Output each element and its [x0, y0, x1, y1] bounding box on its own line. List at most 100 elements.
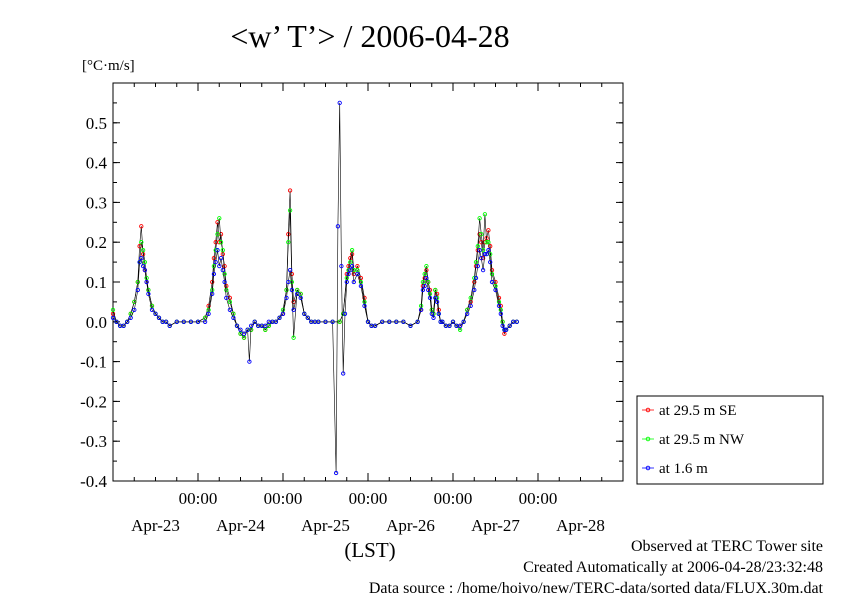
data-point — [489, 271, 495, 277]
data-point — [484, 251, 489, 257]
data-point — [486, 240, 491, 245]
data-point — [349, 263, 355, 269]
data-point — [436, 311, 441, 316]
plot-frame — [112, 82, 624, 482]
data-point — [344, 275, 349, 281]
data-point — [333, 470, 339, 476]
data-point — [316, 319, 321, 324]
data-point — [146, 291, 151, 297]
y-tick-label: -0.1 — [80, 353, 107, 372]
data-point — [222, 263, 227, 269]
data-point — [128, 315, 133, 320]
data-point — [295, 291, 300, 297]
x-tick-label: 00:00 — [349, 489, 388, 508]
data-point — [380, 319, 385, 324]
data-point — [450, 319, 456, 324]
data-point — [217, 216, 222, 221]
data-point — [280, 307, 286, 313]
y-tick-label: 0.5 — [86, 114, 107, 133]
data-point — [408, 323, 413, 328]
data-point — [140, 248, 146, 253]
data-point — [488, 244, 493, 249]
data-point — [252, 319, 257, 324]
data-point — [217, 263, 222, 269]
data-point — [427, 291, 433, 297]
data-point — [498, 311, 503, 316]
data-point — [132, 307, 137, 313]
data-point — [358, 279, 364, 285]
data-point — [434, 291, 440, 297]
data-point — [291, 307, 296, 313]
data-point — [424, 263, 429, 269]
data-point — [486, 248, 491, 253]
data-point — [342, 311, 348, 316]
data-point — [289, 287, 295, 293]
data-point — [137, 244, 142, 249]
legend-swatch-marker — [645, 436, 651, 442]
data-point — [137, 259, 142, 265]
data-point — [227, 307, 233, 313]
x-axis: 00:00 00:00 00:00 00:00 00:00 Apr-23 Apr-24 Apr… — [112, 83, 624, 535]
y-tick-label: -0.3 — [80, 432, 107, 451]
x-tick-label: 00:00 — [434, 489, 473, 508]
data-point — [355, 271, 360, 277]
data-point — [500, 323, 505, 328]
data-point — [362, 303, 367, 309]
data-point — [387, 319, 392, 324]
data-point — [139, 224, 144, 229]
footer-site: Observed at TERC Tower site — [631, 538, 823, 555]
legend-box — [636, 395, 824, 485]
x-tick-label: 00:00 — [179, 489, 218, 508]
data-point — [475, 244, 480, 249]
data-point — [415, 319, 420, 324]
data-point — [114, 319, 119, 324]
data-point — [110, 315, 116, 320]
data-point — [295, 287, 300, 293]
data-point — [206, 307, 211, 313]
data-point — [496, 299, 502, 305]
data-point — [227, 299, 233, 305]
data-point — [139, 240, 144, 245]
data-point — [140, 263, 146, 269]
data-point — [195, 319, 201, 324]
data-point — [144, 279, 149, 285]
data-point — [248, 323, 254, 328]
data-point — [224, 287, 229, 293]
data-point — [418, 307, 424, 313]
data-point — [125, 319, 130, 324]
data-point — [220, 248, 225, 253]
data-point — [110, 311, 116, 316]
data-point — [286, 279, 291, 285]
data-point — [489, 279, 495, 285]
data-point — [181, 319, 186, 324]
data-point — [215, 248, 220, 253]
data-point — [188, 319, 194, 324]
data-point — [339, 263, 344, 269]
data-point — [280, 311, 286, 316]
data-point — [245, 327, 250, 332]
data-point — [140, 251, 146, 257]
legend-label: at 29.5 m SE — [659, 403, 737, 419]
data-point — [482, 212, 488, 217]
data-point — [431, 315, 436, 320]
data-point — [220, 267, 225, 273]
series-layer — [110, 100, 519, 476]
data-point — [213, 259, 218, 265]
y-tick-label: -0.2 — [80, 392, 107, 411]
data-point — [121, 323, 126, 328]
data-point — [231, 315, 236, 320]
y-tick-label: -0.4 — [80, 472, 107, 491]
data-point — [479, 232, 484, 237]
data-point — [215, 220, 220, 225]
data-point — [507, 323, 512, 328]
data-point — [472, 287, 477, 293]
data-point — [286, 232, 291, 237]
data-point — [135, 279, 140, 285]
data-point — [440, 319, 445, 324]
x-tick-label: 00:00 — [519, 489, 558, 508]
data-point — [174, 319, 179, 324]
footer-created: Created Automatically at 2006-04-28/23:3… — [523, 559, 823, 576]
data-point — [502, 331, 507, 336]
data-point — [110, 307, 116, 313]
